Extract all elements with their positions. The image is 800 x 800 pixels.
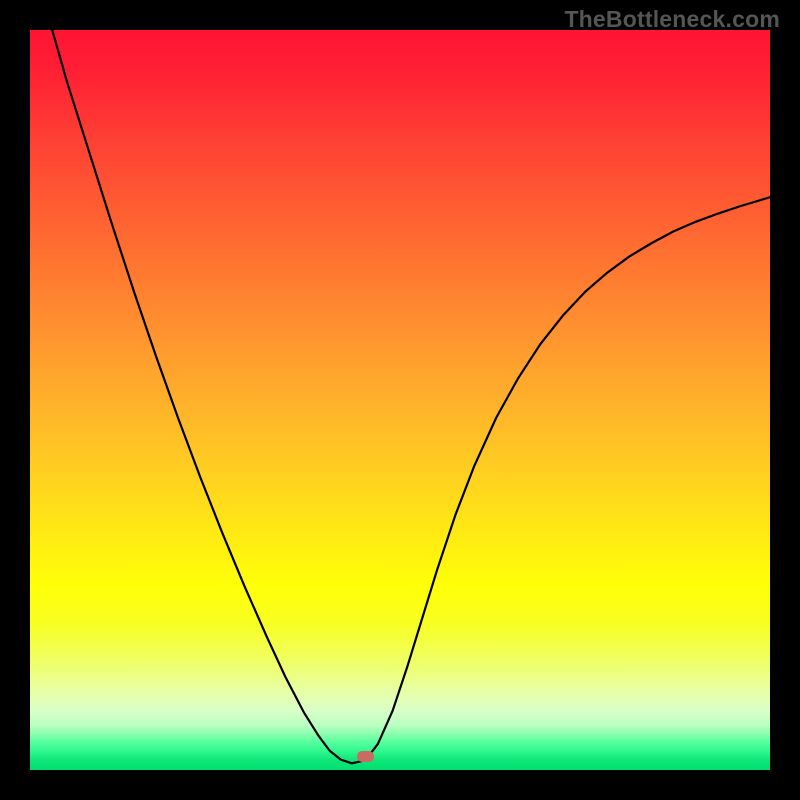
bottleneck-curve — [30, 30, 770, 770]
plot-area — [30, 30, 770, 770]
watermark-text: TheBottleneck.com — [564, 6, 780, 33]
chart-frame: TheBottleneck.com — [0, 0, 800, 800]
optimal-point-marker — [357, 751, 374, 762]
